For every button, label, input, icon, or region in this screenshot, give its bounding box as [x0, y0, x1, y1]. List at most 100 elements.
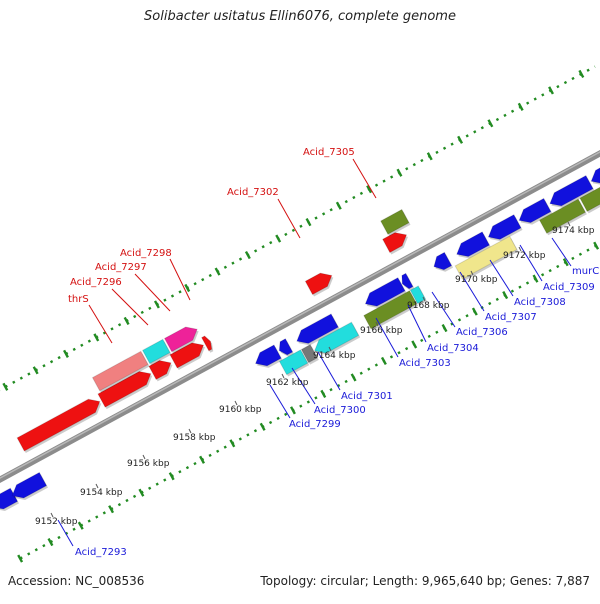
tick-mark [50, 512, 54, 518]
tick-label: 9162 kbp [266, 378, 309, 388]
guide-tick [47, 538, 54, 547]
tick-mark [567, 221, 571, 227]
tick-label: 9156 kbp [127, 459, 170, 469]
forward-slot-guide [0, 65, 596, 392]
tick-label: 9174 kbp [552, 226, 595, 236]
guide-tick [32, 366, 39, 375]
guide-tick [380, 356, 387, 366]
gene-label-forward: Acid_7305 [303, 147, 355, 158]
tick-label: 9164 kbp [313, 351, 356, 361]
gene-reverse [549, 174, 594, 207]
gene-forward [201, 335, 213, 352]
gene-reverse [364, 277, 406, 307]
guide-tick [396, 168, 403, 177]
gene-forward [169, 342, 205, 369]
guide-tick [350, 373, 357, 382]
label-leader [57, 519, 74, 547]
guide-tick [108, 505, 115, 514]
guide-tick [471, 307, 478, 316]
gene-reverse [278, 349, 309, 376]
gene-label-reverse: Acid_7293 [75, 547, 127, 558]
label-leader [317, 351, 341, 391]
gene-label-reverse: Acid_7300 [314, 405, 366, 416]
genes [0, 167, 600, 512]
gene-label-forward: Acid_7302 [227, 187, 279, 198]
gene-reverse [409, 285, 427, 305]
gene-reverse [579, 186, 600, 212]
tick-mark [281, 373, 285, 379]
gene-reverse [538, 198, 587, 234]
gene-reverse [454, 235, 518, 280]
tick-label: 9158 kbp [173, 433, 216, 443]
tick-label: 9172 kbp [503, 251, 546, 261]
guide-tick [214, 267, 221, 276]
gene-label-forward: Acid_7298 [120, 248, 172, 259]
tick-mark [470, 270, 474, 276]
feature-slot-guides [0, 65, 600, 563]
guide-tick [502, 291, 509, 300]
guide-tick [411, 340, 418, 349]
gene-reverse [300, 343, 319, 364]
guide-tick [153, 300, 160, 309]
gene-label-reverse: Acid_7307 [485, 312, 537, 323]
gene-reverse [590, 167, 600, 184]
gene-label-reverse: Acid_7308 [514, 297, 566, 308]
guide-tick [259, 422, 266, 431]
guide-tick [275, 234, 282, 243]
gene-forward [16, 398, 101, 452]
gene-label-forward: thrS [68, 294, 89, 305]
gene-forward [97, 370, 152, 408]
guide-tick [426, 152, 433, 161]
label-leader [352, 158, 377, 199]
label-leader [111, 288, 149, 326]
guide-tick [562, 258, 569, 267]
accession-text: Accession: NC_008536 [8, 574, 145, 588]
genome-summary-text: Topology: circular; Length: 9,965,640 bp… [260, 574, 590, 588]
gene-forward [141, 338, 171, 365]
gene-label-reverse: murC [572, 266, 599, 277]
guide-tick [93, 333, 100, 342]
guide-tick [138, 488, 145, 497]
tick-mark [188, 428, 192, 434]
tick-mark [328, 346, 332, 352]
guide-tick [441, 323, 448, 333]
guide-tick [199, 455, 205, 464]
label-leader [551, 237, 572, 267]
label-leader [88, 304, 113, 344]
tick-label: 9154 kbp [80, 488, 123, 498]
gene-label-reverse: Acid_7304 [427, 343, 479, 354]
label-leader [459, 271, 485, 312]
label-leaders: thrS Acid_7296 Acid_7297 Acid_7298 Acid_7302… [57, 147, 599, 558]
guide-tick [593, 241, 600, 250]
tick-mark [234, 400, 238, 406]
label-leader [277, 198, 301, 239]
guide-tick [184, 283, 191, 293]
gene-reverse [254, 344, 282, 367]
guide-tick [366, 185, 373, 194]
label-leader [169, 258, 191, 301]
guide-tick [548, 86, 554, 95]
label-leader [519, 244, 543, 282]
label-leader [269, 384, 291, 419]
guide-tick [517, 102, 524, 111]
tick-mark [518, 246, 522, 252]
guide-tick [2, 382, 9, 391]
gene-forward [380, 208, 410, 235]
guide-tick [77, 521, 84, 530]
gene-forward [91, 350, 149, 392]
guide-tick [17, 554, 24, 563]
backbone-highlight [0, 151, 600, 479]
gene-label-reverse: Acid_7301 [341, 391, 393, 402]
tick-mark [95, 483, 99, 489]
gene-reverse [487, 214, 522, 240]
gene-label-reverse: Acid_7299 [289, 419, 341, 430]
backbone [0, 150, 600, 483]
tick-mark [375, 321, 379, 327]
tick-labels: 9152 kbp 9154 kbp 9156 kbp 9158 kbp 9160 kbp… [35, 221, 595, 527]
gene-label-reverse: Acid_7303 [399, 358, 451, 369]
label-leader [431, 291, 456, 328]
tick-mark [142, 454, 146, 460]
label-leader [375, 317, 399, 358]
guide-tick [244, 250, 251, 260]
